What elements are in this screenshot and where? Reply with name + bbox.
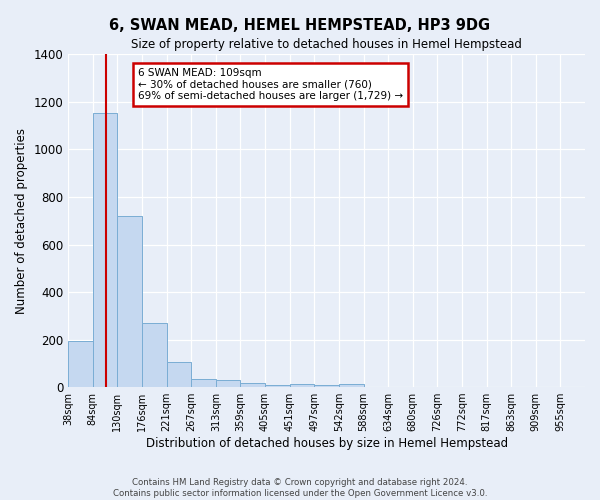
Bar xyxy=(290,384,314,387)
Bar xyxy=(167,362,191,387)
Title: Size of property relative to detached houses in Hemel Hempstead: Size of property relative to detached ho… xyxy=(131,38,522,51)
Bar xyxy=(314,384,339,387)
Y-axis label: Number of detached properties: Number of detached properties xyxy=(15,128,28,314)
Bar xyxy=(265,384,290,387)
Text: Contains HM Land Registry data © Crown copyright and database right 2024.
Contai: Contains HM Land Registry data © Crown c… xyxy=(113,478,487,498)
Bar xyxy=(93,112,118,387)
Bar xyxy=(339,384,364,387)
Bar xyxy=(241,383,265,387)
X-axis label: Distribution of detached houses by size in Hemel Hempstead: Distribution of detached houses by size … xyxy=(146,437,508,450)
Bar xyxy=(142,323,167,387)
Bar xyxy=(216,380,241,387)
Text: 6 SWAN MEAD: 109sqm
← 30% of detached houses are smaller (760)
69% of semi-detac: 6 SWAN MEAD: 109sqm ← 30% of detached ho… xyxy=(138,68,403,101)
Bar xyxy=(68,340,93,387)
Bar xyxy=(191,379,216,387)
Text: 6, SWAN MEAD, HEMEL HEMPSTEAD, HP3 9DG: 6, SWAN MEAD, HEMEL HEMPSTEAD, HP3 9DG xyxy=(109,18,491,32)
Bar xyxy=(118,216,142,387)
